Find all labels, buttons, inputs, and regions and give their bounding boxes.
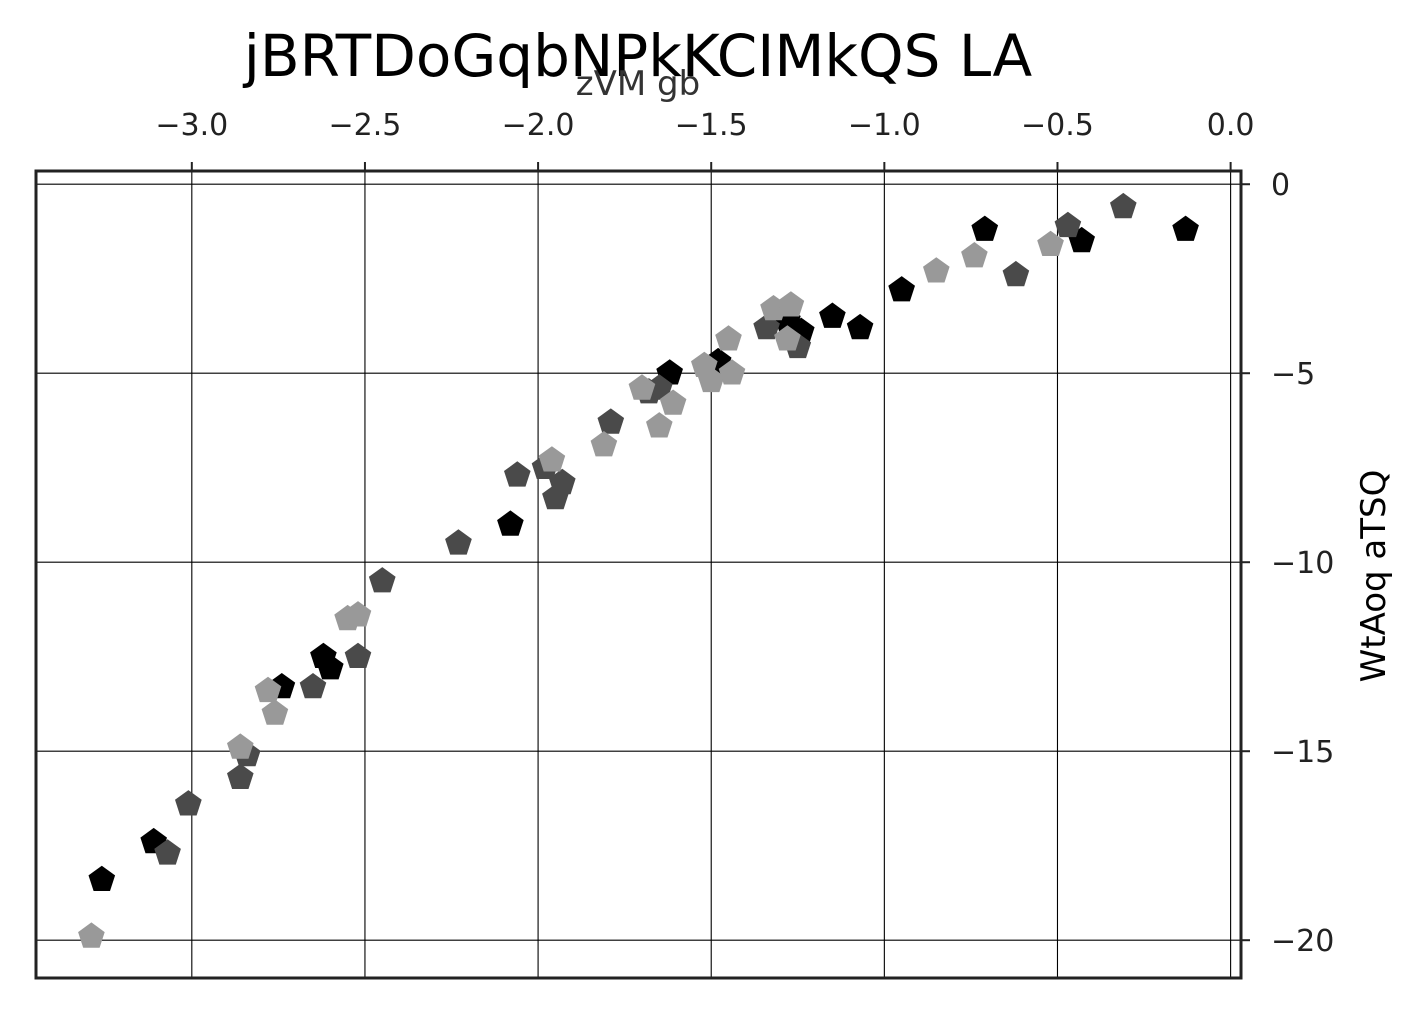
data-point <box>590 431 618 457</box>
data-point <box>154 839 181 865</box>
data-point <box>646 412 673 438</box>
data-point <box>777 291 805 317</box>
series-1 <box>88 215 1199 891</box>
data-point <box>1110 192 1137 219</box>
data-point <box>254 676 282 703</box>
data-point <box>961 242 988 268</box>
data-point <box>597 408 625 434</box>
data-points <box>78 192 1199 948</box>
data-point <box>504 461 531 487</box>
data-point <box>923 257 950 283</box>
x-axis-label: zVM gb <box>576 64 700 104</box>
data-point <box>497 510 524 536</box>
series-3 <box>78 230 1064 948</box>
data-point <box>1037 230 1064 256</box>
data-point <box>888 276 915 302</box>
data-point <box>538 446 566 472</box>
data-point <box>261 699 289 725</box>
data-point <box>715 325 742 351</box>
data-point <box>697 366 725 393</box>
x-tick-label: −2.0 <box>502 108 575 143</box>
data-point <box>819 302 846 328</box>
x-tick-label: −1.0 <box>848 108 921 143</box>
chart-title: jBRTDoGqbNPkKCIMkQS LA <box>242 22 1033 90</box>
data-point <box>846 313 874 340</box>
data-point <box>344 642 372 668</box>
data-point <box>971 215 999 241</box>
x-axis-ticks: −3.0 −2.5 −2.0 −1.5 −1.0 −0.5 0.0 <box>155 108 1254 171</box>
data-point <box>227 733 254 759</box>
data-point <box>88 865 116 891</box>
data-point <box>718 359 746 385</box>
x-tick-label: −0.5 <box>1021 108 1094 143</box>
data-point <box>659 389 687 415</box>
data-point <box>1172 215 1199 241</box>
y-axis-label: WtAoq aTSQ <box>1354 470 1394 683</box>
data-point <box>646 374 673 400</box>
y-tick-label: −10 <box>1271 546 1334 581</box>
data-point <box>628 374 656 400</box>
data-point <box>317 654 344 680</box>
data-point <box>344 601 372 627</box>
y-tick-label: −5 <box>1271 357 1315 392</box>
data-point <box>1054 211 1082 238</box>
plot-frame <box>34 169 1243 980</box>
x-tick-label: −1.5 <box>675 108 748 143</box>
y-tick-label: −15 <box>1271 735 1334 770</box>
y-tick-label: −20 <box>1271 924 1334 959</box>
data-point <box>78 922 105 948</box>
data-point <box>227 763 254 789</box>
y-axis-ticks: 0 −5 −10 −15 −20 <box>1241 168 1334 959</box>
grid-lines <box>36 171 1241 978</box>
data-point <box>1002 260 1030 287</box>
data-point <box>549 468 576 495</box>
data-point <box>774 325 801 351</box>
x-tick-label: −2.5 <box>329 108 402 143</box>
data-point <box>175 790 202 816</box>
series-2 <box>154 192 1137 865</box>
data-point <box>368 567 396 593</box>
data-point <box>299 673 327 699</box>
x-tick-label: −3.0 <box>155 108 228 143</box>
data-point <box>445 529 472 555</box>
x-tick-label: 0.0 <box>1207 108 1255 143</box>
y-tick-label: 0 <box>1271 168 1290 203</box>
